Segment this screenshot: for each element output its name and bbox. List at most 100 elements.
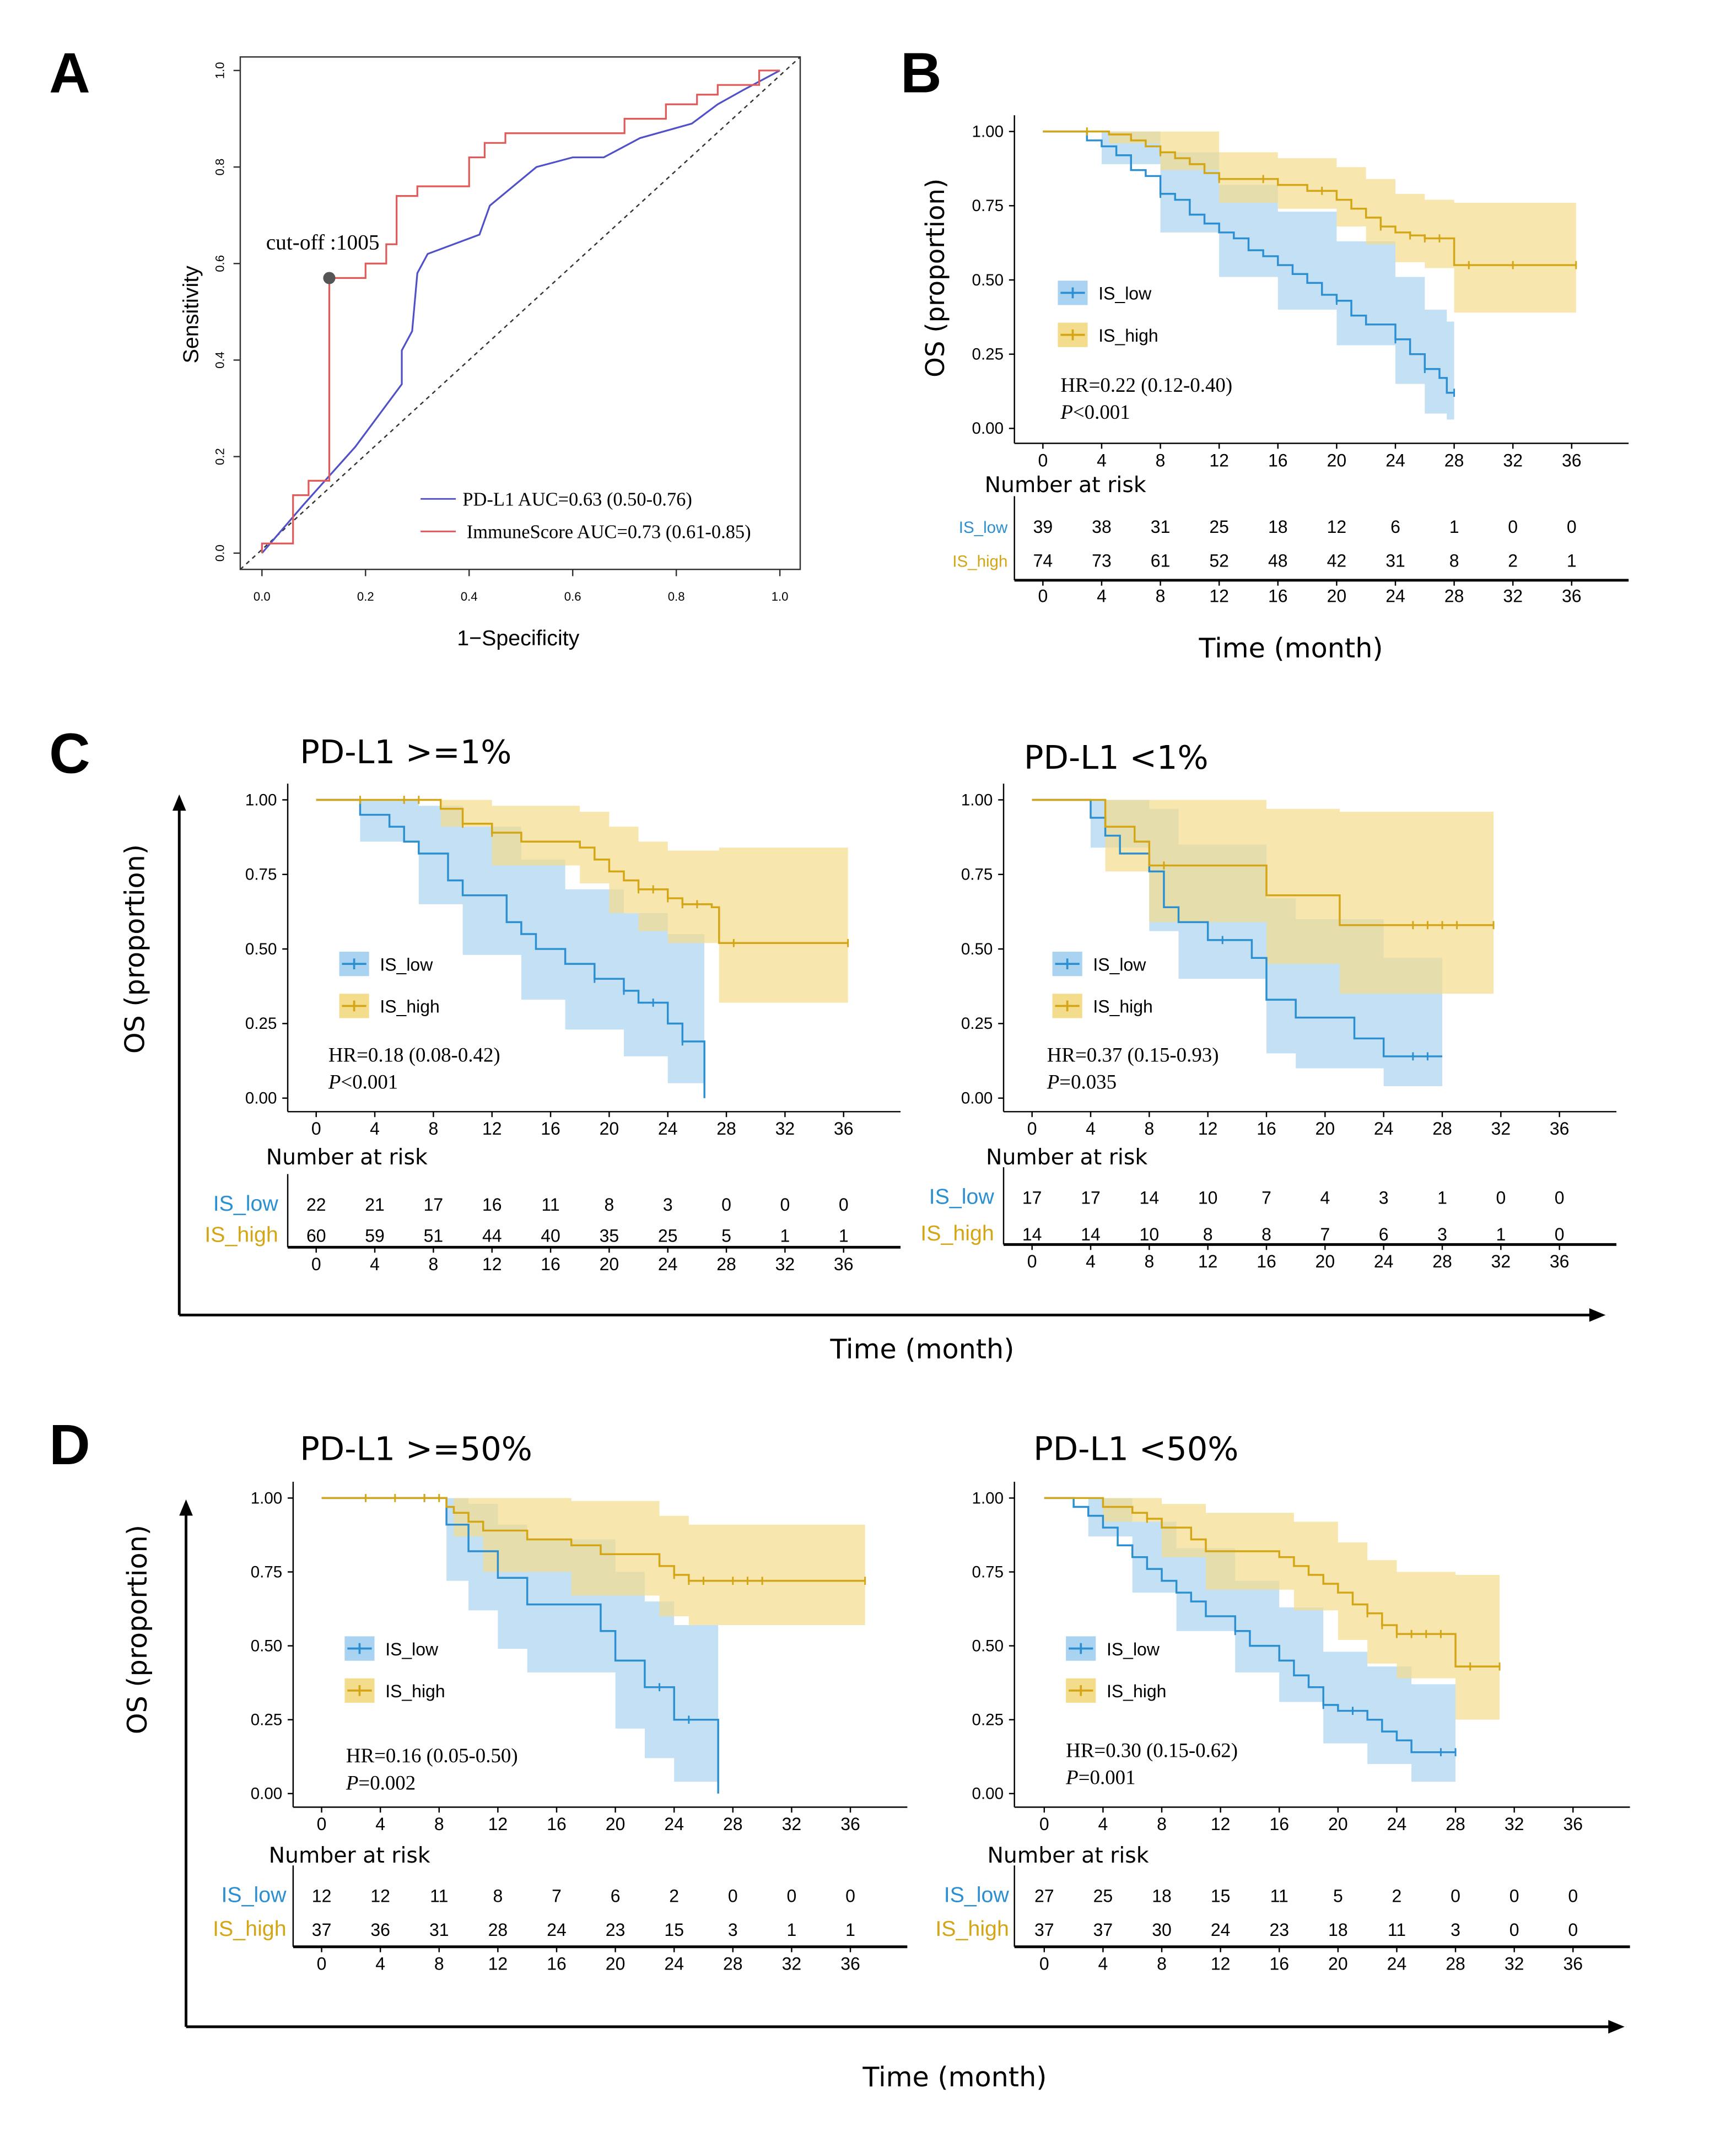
risk-x-tick-label: 36	[840, 1954, 860, 1974]
risk-x-tick-label: 20	[600, 1254, 619, 1274]
km-y-tick-label: 0.00	[251, 1785, 282, 1803]
risk-x-tick-label: 32	[1503, 586, 1523, 606]
risk-count-is-low: 6	[1390, 517, 1400, 537]
risk-count-is-low: 0	[1567, 517, 1577, 537]
risk-count-is-low: 0	[780, 1195, 790, 1215]
risk-count-is-low: 0	[728, 1886, 738, 1906]
risk-count-is-low: 0	[1509, 1886, 1519, 1906]
km-y-tick-label: 0.25	[972, 346, 1004, 364]
risk-x-tick-label: 8	[429, 1254, 439, 1274]
km-x-tick-label: 8	[434, 1814, 444, 1834]
km-x-tick-label: 8	[1157, 1814, 1167, 1834]
km-x-tick-label: 36	[840, 1814, 860, 1834]
risk-count-is-high: 28	[488, 1920, 508, 1940]
km-x-tick-label: 20	[600, 1119, 619, 1139]
km-y-tick-label: 0.25	[972, 1711, 1004, 1729]
ci-band-is-high	[1044, 1498, 1500, 1720]
roc-x-tick-label: 1.0	[772, 590, 789, 603]
p-symbol: P	[1065, 1766, 1079, 1789]
c-x-label: Time (month)	[829, 1333, 1014, 1365]
risk-count-is-high: 60	[306, 1226, 326, 1245]
legend-label-is-high: IS_high	[1098, 326, 1158, 346]
km-x-tick-label: 28	[1432, 1119, 1452, 1139]
risk-count-is-low: 12	[370, 1886, 390, 1906]
risk-count-is-high: 48	[1268, 551, 1288, 570]
risk-count-is-high: 0	[1555, 1224, 1565, 1244]
km-x-tick-label: 36	[1550, 1119, 1570, 1139]
risk-x-tick-label: 20	[1328, 1954, 1348, 1974]
km-x-tick-label: 24	[1387, 1814, 1407, 1834]
roc-x-tick-label: 0.4	[461, 590, 478, 603]
risk-count-is-low: 0	[845, 1886, 855, 1906]
ci-band-is-high	[321, 1498, 865, 1626]
risk-count-is-high: 37	[1093, 1920, 1113, 1940]
legend-label-is-high: IS_high	[1107, 1681, 1166, 1701]
km-x-tick-label: 16	[1257, 1119, 1276, 1139]
risk-count-is-low: 14	[1140, 1188, 1160, 1208]
risk-count-is-low: 0	[1496, 1188, 1506, 1208]
risk-count-is-high: 15	[664, 1920, 684, 1940]
legend-label-is-low: IS_low	[380, 954, 433, 974]
risk-count-is-low: 7	[1261, 1188, 1271, 1208]
risk-count-is-high: 11	[1388, 1920, 1406, 1940]
km-x-tick-label: 32	[1503, 450, 1523, 470]
risk-x-tick-label: 28	[716, 1254, 736, 1274]
risk-group-label-is-high: IS_high	[204, 1222, 278, 1247]
risk-group-label-is-low: IS_low	[929, 1185, 995, 1209]
roc-plot-frame	[239, 56, 801, 570]
roc-y-tick-label: 1.0	[213, 62, 227, 79]
km-x-tick-label: 4	[375, 1814, 385, 1834]
km-x-tick-label: 12	[1209, 450, 1229, 470]
km-y-tick-label: 0.25	[251, 1711, 282, 1729]
risk-count-is-high: 3	[1451, 1920, 1460, 1940]
risk-count-is-high: 24	[1211, 1920, 1231, 1940]
risk-count-is-high: 30	[1152, 1920, 1172, 1940]
risk-count-is-low: 11	[541, 1195, 559, 1215]
d-x-label: Time (month)	[862, 2061, 1047, 2093]
risk-count-is-high: 3	[1437, 1224, 1447, 1244]
c-x-arrowhead	[1589, 1308, 1606, 1322]
p-value: =0.001	[1079, 1766, 1136, 1789]
risk-count-is-low: 10	[1198, 1188, 1218, 1208]
risk-count-is-high: 25	[658, 1226, 678, 1245]
risk-count-is-high: 61	[1151, 551, 1171, 570]
km-x-tick-label: 4	[1086, 1119, 1096, 1139]
km-x-tick-label: 20	[1327, 450, 1347, 470]
p-symbol: P	[1047, 1070, 1060, 1093]
risk-count-is-high: 59	[365, 1226, 385, 1245]
risk-x-tick-label: 36	[1563, 1954, 1583, 1974]
hazard-ratio-text: HR=0.22 (0.12-0.40)	[1060, 374, 1232, 397]
roc-y-tick-label: 0.2	[213, 448, 227, 465]
km-x-tick-label: 20	[606, 1814, 626, 1834]
risk-x-tick-label: 8	[1157, 1954, 1167, 1974]
risk-count-is-low: 8	[604, 1195, 614, 1215]
risk-count-is-high: 8	[1449, 551, 1459, 570]
risk-x-tick-label: 24	[664, 1954, 684, 1974]
risk-count-is-high: 23	[606, 1920, 626, 1940]
risk-x-tick-label: 24	[1387, 1954, 1407, 1974]
km-chart-c-2: PD-L1 >=1% 0.00 0.25 0.50 0.75 1.00 0 4 8 12 16 20 2…	[204, 733, 901, 1274]
risk-group-label-is-low: IS_low	[213, 1191, 279, 1216]
risk-count-is-low: 16	[482, 1195, 502, 1215]
km-x-tick-label: 4	[1097, 450, 1107, 470]
survival-curve-is-high	[321, 1497, 865, 1582]
km-chart-title: PD-L1 >=1%	[300, 733, 511, 771]
risk-count-is-low: 22	[306, 1195, 326, 1215]
risk-group-label-is-high: IS_high	[952, 552, 1007, 570]
risk-group-label-is-high: IS_high	[920, 1221, 994, 1245]
km-chart-title: PD-L1 <1%	[1024, 738, 1209, 776]
legend-label-is-high: IS_high	[380, 997, 439, 1017]
risk-count-is-high: 37	[312, 1920, 332, 1940]
km-x-tick-label: 28	[716, 1119, 736, 1139]
p-symbol: P	[328, 1070, 341, 1093]
survival-curve-is-high	[1043, 130, 1576, 266]
risk-count-is-high: 1	[839, 1226, 849, 1245]
km-y-tick-label: 0.75	[972, 1563, 1004, 1581]
risk-x-tick-label: 20	[1316, 1251, 1335, 1271]
survival-curve-is-low	[1044, 1497, 1456, 1753]
risk-count-is-low: 11	[430, 1886, 448, 1906]
km-y-tick-label: 0.00	[245, 1089, 277, 1108]
km-chart-b-1: OS (proportion) Time (month) 0.00 0.25 0.50 0…	[921, 115, 1629, 664]
p-value: <0.001	[341, 1070, 398, 1093]
